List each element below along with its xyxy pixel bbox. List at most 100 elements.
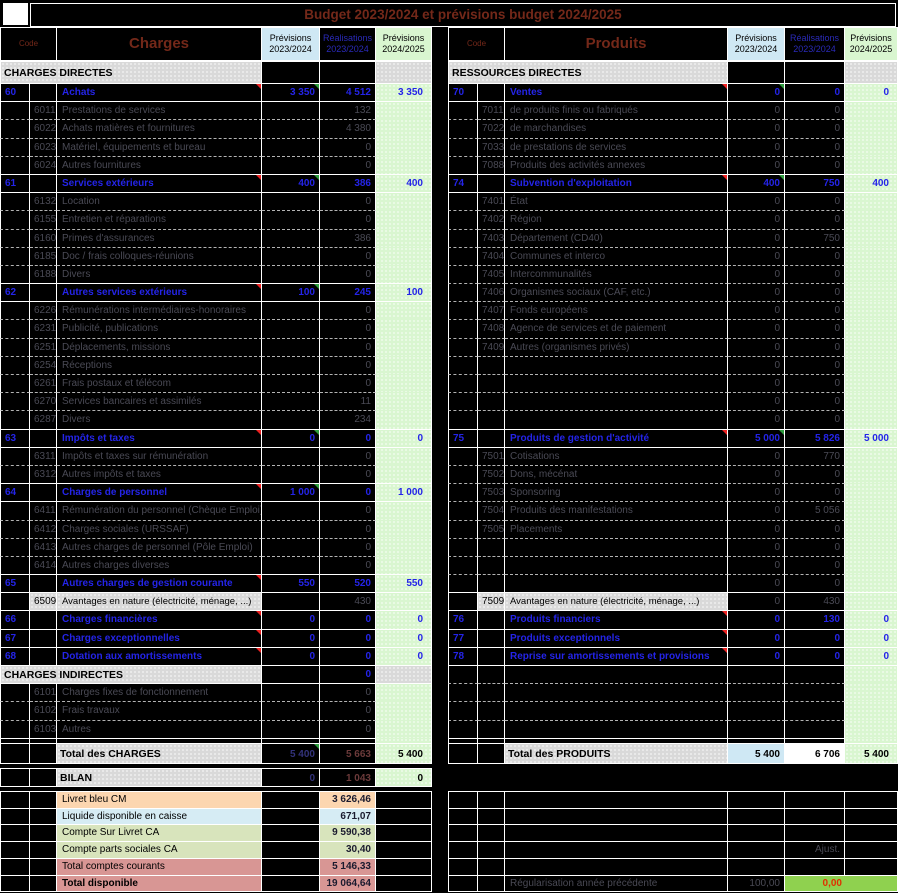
cell-code-detail[interactable]: 7401	[478, 192, 505, 211]
cell-label[interactable]: Charges de personnel	[57, 483, 262, 502]
cell-label[interactable]	[505, 665, 728, 684]
cell-prev-2324[interactable]: 400	[728, 173, 785, 193]
cell-real-2324[interactable]: 132	[320, 101, 376, 120]
cell-prev-2425[interactable]	[845, 392, 898, 411]
cell-label[interactable]: Autres impôts et taxes	[57, 464, 262, 484]
cell-code-group[interactable]	[448, 301, 478, 320]
cell[interactable]	[845, 767, 898, 787]
cell[interactable]	[262, 737, 320, 743]
bilan-label[interactable]: BILAN	[57, 767, 262, 787]
cell[interactable]	[728, 841, 785, 858]
cell-code-group[interactable]	[0, 501, 30, 520]
cell-label[interactable]: Communes et interco	[505, 246, 728, 265]
cell[interactable]	[478, 841, 505, 858]
account-value[interactable]: 19 064,64	[320, 874, 376, 892]
cell-prev-2425[interactable]	[845, 155, 898, 174]
cell[interactable]	[845, 790, 898, 808]
cell-code-detail[interactable]: 7505	[478, 519, 505, 538]
verification-label[interactable]: Régularisation année précédente	[505, 874, 728, 892]
cell-real-2324[interactable]: 0	[320, 501, 376, 520]
cell-code-group[interactable]: 66	[0, 610, 30, 629]
cell-real-2324[interactable]: 0	[785, 101, 845, 120]
cell-prev-2425[interactable]	[376, 228, 432, 247]
cell-prev-2324[interactable]	[262, 119, 320, 138]
cell-prev-2324[interactable]: 1 000	[262, 483, 320, 502]
cell[interactable]	[376, 737, 432, 743]
cell-real-2324[interactable]: 0	[785, 264, 845, 284]
cell-real-2324[interactable]: 0	[320, 519, 376, 538]
cell-prev-2425[interactable]: 100	[376, 283, 432, 302]
header-previsions-2324-left[interactable]: Prévisions 2023/2024	[262, 27, 320, 61]
cell-prev-2425[interactable]	[376, 301, 432, 320]
cell-prev-2324[interactable]	[728, 683, 785, 702]
cell[interactable]	[505, 737, 728, 743]
cell-prev-2324[interactable]: 0	[728, 574, 785, 593]
total-charges-real[interactable]: 5 663	[320, 742, 376, 764]
cell-real-2324[interactable]: 11	[320, 392, 376, 411]
cell-prev-2425[interactable]	[845, 410, 898, 429]
cell[interactable]	[448, 824, 478, 842]
cell-label[interactable]: Déplacements, missions	[57, 337, 262, 356]
cell-code-group[interactable]	[0, 374, 30, 393]
cell-real-2324[interactable]: 0	[785, 374, 845, 393]
cell-real-2324[interactable]: 0	[785, 119, 845, 138]
cell[interactable]	[478, 824, 505, 842]
cell-real-2324[interactable]: 0	[320, 264, 376, 284]
cell-prev-2324[interactable]: 0	[728, 283, 785, 302]
cell-prev-2425[interactable]	[376, 192, 432, 211]
cell-prev-2425[interactable]	[845, 137, 898, 156]
account-value[interactable]: 671,07	[320, 807, 376, 825]
cell-code-group[interactable]	[0, 119, 30, 138]
cell[interactable]	[785, 857, 845, 875]
cell-code-group[interactable]	[0, 264, 30, 284]
cell-prev-2425[interactable]	[845, 483, 898, 502]
cell-label[interactable]: Services bancaires et assimilés	[57, 392, 262, 411]
section-band[interactable]: RESSOURCES DIRECTES	[448, 61, 728, 83]
cell[interactable]	[505, 790, 728, 808]
cell-real-2324[interactable]	[785, 683, 845, 702]
cell-label[interactable]: Charges sociales (URSSAF)	[57, 519, 262, 538]
cell-real-2324[interactable]: 245	[320, 283, 376, 302]
cell-label[interactable]: Doc / frais colloques-réunions	[57, 246, 262, 265]
section-band[interactable]: CHARGES DIRECTES	[0, 61, 262, 83]
cell[interactable]	[320, 737, 376, 743]
cell[interactable]	[845, 841, 898, 858]
cell-prev-2324[interactable]: 0	[728, 555, 785, 575]
cell-prev-2425[interactable]	[376, 683, 432, 702]
cell-real-2324[interactable]: 0	[320, 428, 376, 447]
cell[interactable]	[478, 786, 505, 791]
cell[interactable]	[0, 742, 30, 764]
total-produits-prev[interactable]: 5 400	[728, 742, 785, 764]
cell[interactable]	[845, 763, 898, 768]
cell-prev-2324[interactable]: 0	[728, 610, 785, 629]
cell-prev-2324[interactable]	[262, 337, 320, 356]
cell-code-detail[interactable]	[478, 410, 505, 429]
cell-prev-2425[interactable]	[845, 283, 898, 302]
cell-prev-2324[interactable]	[262, 301, 320, 320]
cell-code-group[interactable]: 78	[448, 646, 478, 665]
cell-label[interactable]: de produits finis ou fabriqués	[505, 101, 728, 120]
cell-real-2324[interactable]: 0	[320, 246, 376, 265]
cell[interactable]	[30, 763, 57, 768]
cell-code-group[interactable]	[0, 392, 30, 411]
cell-code-group[interactable]	[0, 337, 30, 356]
cell-real-2324[interactable]: 0	[320, 192, 376, 211]
cell-code-detail[interactable]: 7011	[478, 101, 505, 120]
cell[interactable]	[448, 807, 478, 825]
cell-label[interactable]	[505, 683, 728, 702]
cell-prev-2324[interactable]	[262, 464, 320, 484]
cell-code-group[interactable]: 77	[448, 628, 478, 647]
cell-prev-2425[interactable]	[845, 228, 898, 247]
cell-real-2324[interactable]: 0	[785, 355, 845, 374]
cell-real-2324[interactable]: 0	[785, 283, 845, 302]
cell-code-detail[interactable]: 6251	[30, 337, 57, 356]
cell-prev-2425[interactable]: 3 350	[376, 83, 432, 102]
cell[interactable]	[478, 807, 505, 825]
cell-prev-2425[interactable]	[376, 592, 432, 611]
cell-label[interactable]	[505, 574, 728, 593]
cell[interactable]	[728, 824, 785, 842]
cell-prev-2324[interactable]	[262, 210, 320, 229]
cell-label[interactable]: État	[505, 192, 728, 211]
cell-prev-2324[interactable]	[262, 246, 320, 265]
cell[interactable]	[30, 767, 57, 787]
